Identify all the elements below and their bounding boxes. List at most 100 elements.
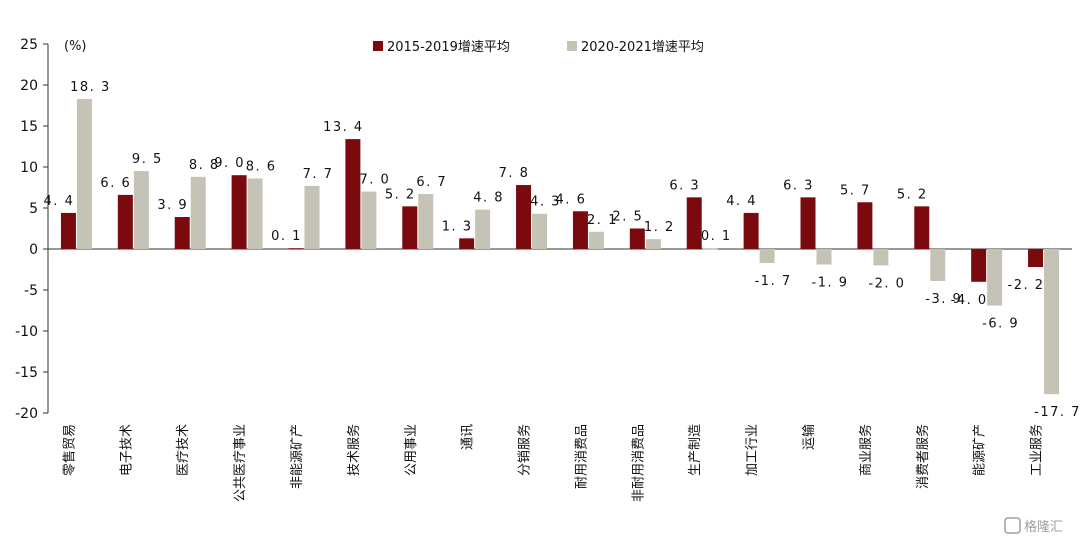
bar-series-2 xyxy=(76,98,92,249)
data-label-series-1: -2. 2 xyxy=(1008,278,1045,293)
bar-series-2 xyxy=(588,231,604,249)
bar-series-1 xyxy=(1028,249,1044,268)
data-label-series-2: 4. 8 xyxy=(473,191,504,206)
category-label: 电子技术 xyxy=(119,424,134,476)
data-label-series-1: 4. 6 xyxy=(556,192,587,207)
bar-series-2 xyxy=(816,249,832,265)
category-label: 公共医疗事业 xyxy=(233,424,248,502)
y-tick-label: -15 xyxy=(15,365,38,381)
y-tick-label: -10 xyxy=(15,324,38,340)
data-label-series-1: 6. 6 xyxy=(100,176,131,191)
category-label: 运输 xyxy=(801,424,817,450)
category-label: 商业服务 xyxy=(858,424,874,476)
bar-series-1 xyxy=(231,175,247,249)
bar-series-1 xyxy=(914,206,930,249)
data-label-series-2: 2. 1 xyxy=(587,213,618,228)
watermark: 格隆汇 xyxy=(1004,517,1063,535)
y-tick-label: 25 xyxy=(20,37,38,53)
category-label: 能源矿产 xyxy=(973,424,988,476)
data-label-series-2: -3. 9 xyxy=(925,292,962,307)
category-label: 技术服务 xyxy=(346,424,362,476)
data-label-series-1: 6. 3 xyxy=(669,178,700,193)
data-label-series-1: 5. 7 xyxy=(840,183,871,198)
bar-series-1 xyxy=(174,217,190,249)
bar-series-1 xyxy=(800,197,816,249)
y-tick-label: -5 xyxy=(24,283,38,299)
data-label-series-2: -6. 9 xyxy=(982,317,1019,332)
category-label: 非能源矿产 xyxy=(290,424,305,489)
category-label: 医疗技术 xyxy=(176,424,191,476)
bar-series-1 xyxy=(629,228,645,249)
data-label-series-2: 6. 7 xyxy=(416,175,447,190)
legend-swatch-series-2 xyxy=(567,41,577,51)
data-label-series-2: 1. 2 xyxy=(644,220,675,235)
data-label-series-2: -2. 0 xyxy=(868,276,905,291)
data-label-series-1: 13. 4 xyxy=(323,120,364,135)
bar-series-2 xyxy=(1044,249,1060,395)
data-label-series-2: 7. 0 xyxy=(359,173,390,188)
bar-series-2 xyxy=(759,249,775,263)
bar-series-2 xyxy=(247,178,263,249)
data-label-series-2: -17. 7 xyxy=(1034,405,1080,420)
data-label-series-2: 7. 7 xyxy=(303,167,334,182)
watermark-logo-icon xyxy=(1004,517,1021,534)
y-tick-label: -20 xyxy=(15,406,38,422)
data-label-series-1: 4. 4 xyxy=(44,194,75,209)
data-label-series-1: 5. 2 xyxy=(897,187,928,202)
category-label: 零售贸易 xyxy=(61,424,77,476)
bar-series-2 xyxy=(645,239,661,249)
data-label-series-1: 2. 5 xyxy=(612,210,643,225)
legend-label-series-1: 2015-2019增速平均 xyxy=(387,40,510,55)
category-label: 非耐用消费品 xyxy=(631,424,646,502)
y-tick-label: 20 xyxy=(20,78,38,94)
y-tick-label: 0 xyxy=(29,242,38,258)
bar-series-2 xyxy=(190,176,206,249)
y-tick-label: 15 xyxy=(20,119,38,135)
data-label-series-1: 6. 3 xyxy=(783,178,814,193)
legend-swatch-series-1 xyxy=(373,41,383,51)
bar-series-2 xyxy=(532,213,548,249)
bar-series-2 xyxy=(987,249,1003,306)
data-label-series-1: 9. 0 xyxy=(214,156,245,171)
data-label-series-1: 3. 9 xyxy=(157,198,188,213)
category-label: 工业服务 xyxy=(1029,424,1045,476)
bar-series-1 xyxy=(686,197,702,249)
data-label-series-2: -1. 9 xyxy=(812,276,849,291)
data-label-series-2: 9. 5 xyxy=(132,152,163,167)
data-label-series-1: 1. 3 xyxy=(442,219,473,234)
category-labels: 零售贸易 电子技术 医疗技术 公共医疗事业 非能源矿产 技术服务 公用事业 通讯 分销服务 耐用消… xyxy=(61,424,1044,502)
data-labels: 4. 4 18. 3 6. 69. 5 3. 9 8. 89. 0 8. 6 0. 1 7. … xyxy=(44,80,1080,420)
category-label: 公用事业 xyxy=(404,424,419,476)
category-label: 消费者服务 xyxy=(915,424,931,489)
y-tick-label: 10 xyxy=(20,160,38,176)
bars xyxy=(60,98,1060,395)
bar-series-1 xyxy=(459,238,475,249)
data-label-series-2: -1. 7 xyxy=(755,274,792,289)
data-label-series-1: 7. 8 xyxy=(499,166,530,181)
bar-series-2 xyxy=(873,249,889,266)
watermark-text: 格隆汇 xyxy=(1024,519,1063,535)
bar-series-1 xyxy=(345,139,361,249)
y-tick-label: 5 xyxy=(29,201,38,217)
bar-series-1 xyxy=(60,212,76,249)
bar-series-2 xyxy=(475,209,491,249)
bar-series-2 xyxy=(418,194,434,249)
data-label-series-2: 8. 6 xyxy=(246,159,277,174)
category-label: 加工行业 xyxy=(745,424,760,476)
bar-series-1 xyxy=(117,194,133,249)
bar-series-2 xyxy=(133,171,149,249)
bar-series-1 xyxy=(572,211,588,249)
bar-series-1 xyxy=(288,248,304,250)
bar-series-1 xyxy=(857,202,873,249)
bar-series-1 xyxy=(402,206,418,249)
bar-series-2 xyxy=(304,185,320,249)
data-label-series-2: 18. 3 xyxy=(70,80,111,95)
data-label-series-1: 0. 1 xyxy=(271,229,302,244)
legend: 2015-2019增速平均 2020-2021增速平均 xyxy=(373,40,704,55)
y-axis: 25 20 15 10 5 0 -5 -10 -15 -20 xyxy=(15,37,1072,422)
data-label-series-2: 4. 3 xyxy=(530,195,561,210)
y-unit-label: (%) xyxy=(64,39,87,54)
bar-series-2 xyxy=(930,249,946,281)
bar-series-1 xyxy=(516,185,532,249)
